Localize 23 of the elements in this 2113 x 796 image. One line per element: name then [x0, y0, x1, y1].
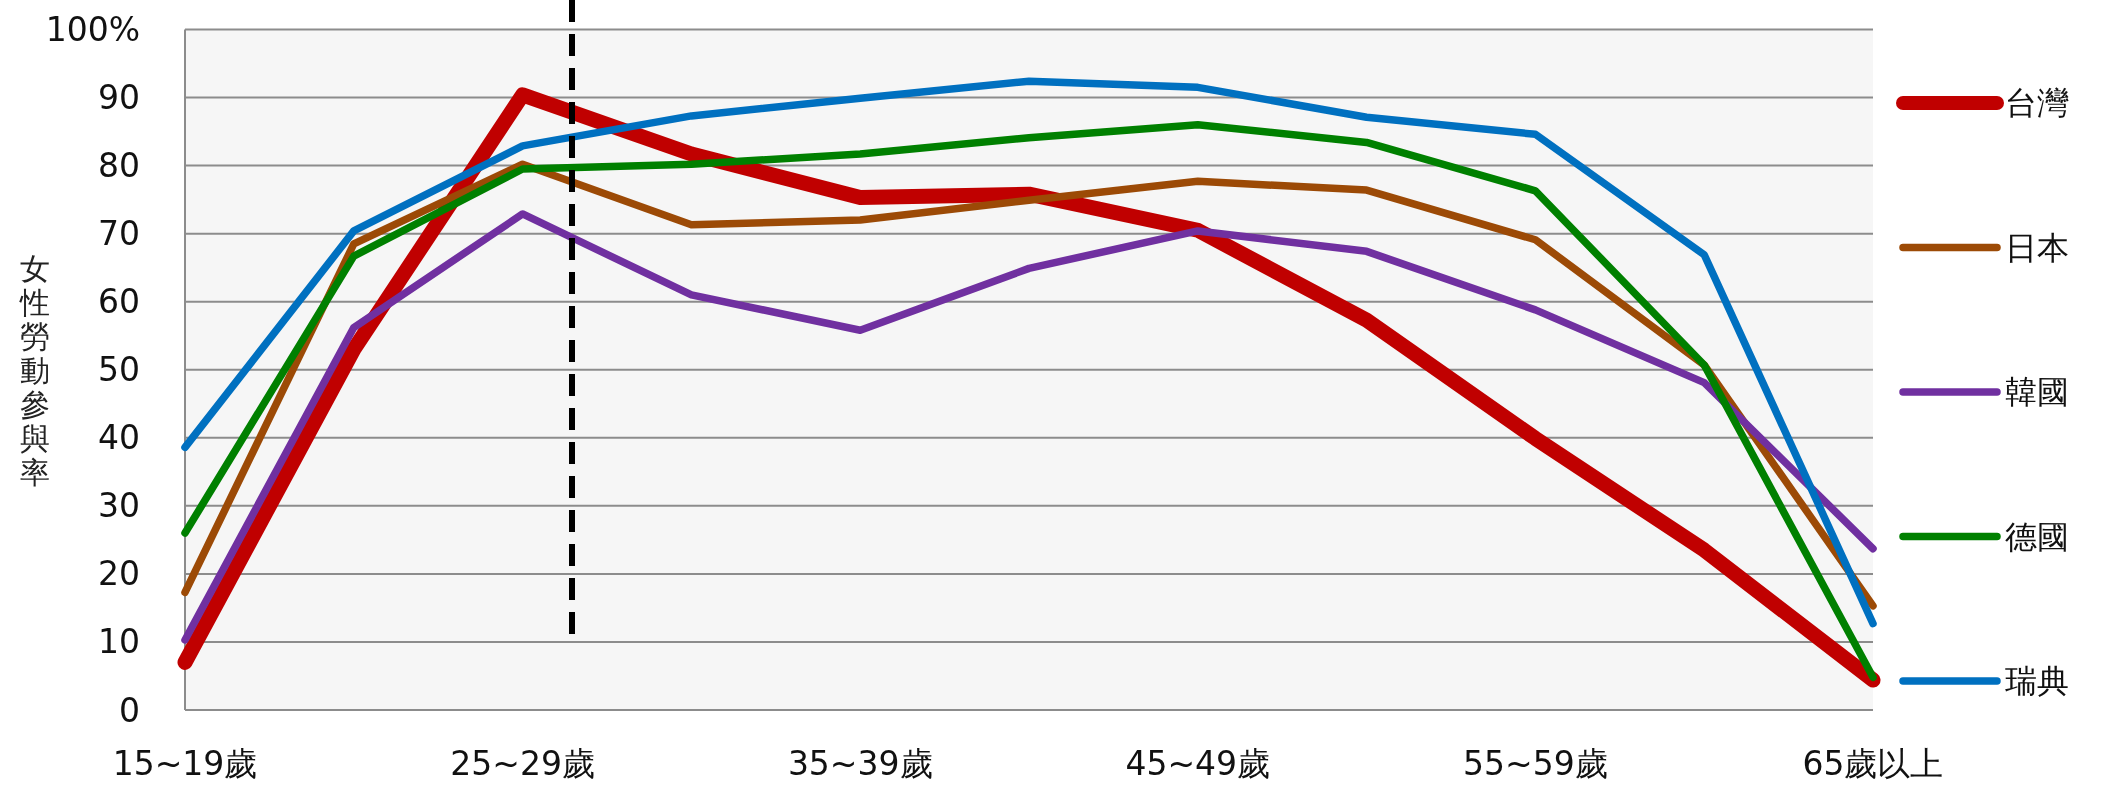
legend-label: 日本 — [2005, 228, 2069, 267]
x-tick-label: 35~39歲 — [787, 744, 933, 783]
x-tick-label: 25~29歲 — [450, 744, 595, 783]
legend-label: 韓國 — [2005, 373, 2069, 411]
y-tick-label: 90 — [98, 78, 140, 118]
x-tick-label: 45~49歲 — [1125, 744, 1271, 783]
y-tick-label: 10 — [98, 622, 140, 662]
y-tick-label: 70 — [98, 214, 140, 254]
y-tick-label: 20 — [98, 554, 140, 594]
x-tick-label: 65歲以上 — [1802, 744, 1944, 783]
y-tick-label: 40 — [98, 418, 140, 458]
y-tick-label: 80 — [98, 146, 140, 186]
legend-label: 德國 — [2005, 517, 2069, 556]
x-tick-label: 55~59歲 — [1463, 744, 1608, 783]
y-tick-label: 30 — [98, 486, 140, 526]
y-tick-label: 50 — [98, 350, 140, 390]
y-axis-title: 女性勞動參與率 — [19, 250, 50, 490]
legend-label: 台灣 — [2005, 84, 2069, 122]
x-tick-label: 15~19歲 — [112, 744, 258, 783]
legend-label: 瑞典 — [2005, 662, 2069, 700]
y-tick-label: 0 — [119, 690, 140, 730]
y-tick-label: 100% — [45, 10, 140, 49]
y-tick-label: 60 — [98, 282, 140, 322]
